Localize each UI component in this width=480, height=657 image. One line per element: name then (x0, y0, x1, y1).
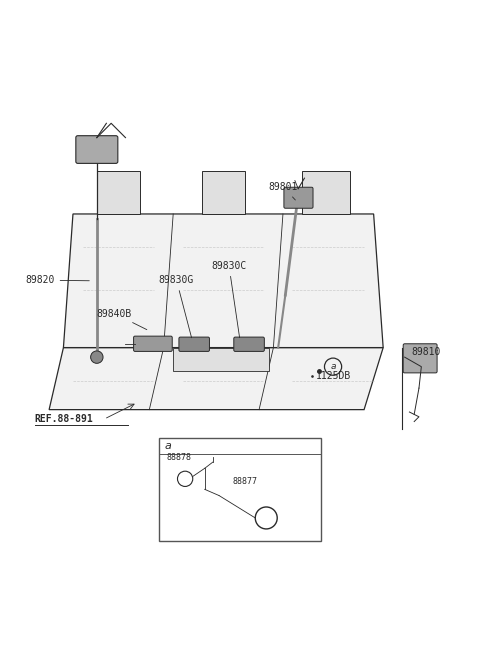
FancyBboxPatch shape (234, 337, 264, 351)
Text: 89830G: 89830G (159, 275, 194, 338)
Polygon shape (173, 348, 269, 371)
FancyBboxPatch shape (403, 344, 437, 373)
FancyBboxPatch shape (284, 187, 313, 208)
Text: a: a (165, 441, 171, 451)
Polygon shape (97, 171, 140, 214)
Polygon shape (49, 348, 383, 409)
Text: 88877: 88877 (233, 476, 258, 486)
Text: 1125DB: 1125DB (316, 371, 352, 380)
Text: 89820: 89820 (25, 275, 89, 285)
Polygon shape (202, 171, 245, 214)
Bar (159, 438, 321, 541)
Text: 89830C: 89830C (211, 261, 247, 338)
FancyBboxPatch shape (179, 337, 209, 351)
Text: REF.88-891: REF.88-891 (35, 413, 94, 424)
Text: 88878: 88878 (166, 453, 191, 462)
FancyBboxPatch shape (133, 336, 172, 351)
Polygon shape (63, 214, 383, 348)
Text: 89840B: 89840B (97, 309, 147, 330)
Text: 89801: 89801 (269, 182, 298, 200)
Text: 89810: 89810 (412, 347, 441, 357)
Polygon shape (302, 171, 350, 214)
Circle shape (91, 351, 103, 363)
FancyBboxPatch shape (76, 136, 118, 164)
Text: a: a (330, 362, 336, 371)
